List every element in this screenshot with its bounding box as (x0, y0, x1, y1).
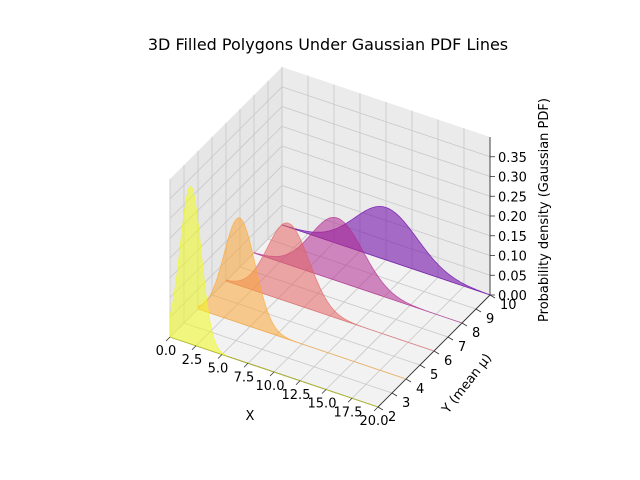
z-tick-label: 0.15 (498, 230, 527, 245)
x-tick-label: 10.0 (256, 379, 285, 394)
x-tick-label: 12.5 (282, 388, 311, 403)
y-tick-label: 2 (388, 410, 396, 425)
x-tick-label: 2.5 (182, 353, 203, 368)
z-tick-label: 0.25 (498, 190, 527, 205)
x-tick-mark (321, 389, 327, 394)
x-tick-mark (295, 380, 301, 386)
series-polygon (197, 217, 407, 380)
x-axis-label: X (246, 409, 255, 424)
z-tick-label: 0.20 (498, 210, 527, 225)
y-tick-mark (461, 322, 468, 327)
x-tick-mark (165, 336, 171, 342)
y-tick-mark (489, 294, 496, 299)
y-tick-mark (391, 392, 398, 397)
x-tick-mark (269, 371, 275, 377)
x-tick-label: 15.0 (308, 397, 337, 412)
y-tick-label: 8 (472, 326, 480, 341)
y-tick-mark (433, 350, 440, 355)
y-tick-label: 7 (458, 340, 466, 355)
y-tick-label: 9 (486, 312, 494, 327)
tick-labels: 0.0 2.5 5.0 7.510.012.515.017.520.0 23456789… (156, 151, 527, 429)
y-tick-mark (447, 336, 454, 341)
z-grid-line (169, 125, 491, 239)
x-tick-mark (191, 345, 197, 351)
y-tick-label: 4 (416, 382, 424, 397)
z-tick-label: 0.35 (498, 151, 527, 166)
series-polygon (225, 222, 435, 352)
z-tick-label: 0.10 (498, 250, 527, 265)
x-tick-label: 5.0 (208, 362, 229, 377)
x-tick-label: 0.0 (156, 344, 177, 359)
x-tick-label: 7.5 (234, 370, 255, 385)
y-tick-mark (419, 364, 426, 369)
z-tick-label: 0.00 (498, 289, 527, 304)
x-tick-label: 17.5 (334, 405, 363, 420)
x-tick-mark (243, 362, 249, 368)
z-tick-label: 0.30 (498, 171, 527, 186)
y-tick-label: 10 (500, 298, 517, 313)
x-tick-mark (347, 397, 353, 403)
z-axis-label: Probability density (Gaussian PDF) (537, 98, 552, 322)
x-tick-label: 20.0 (360, 414, 389, 429)
x-tick-mark (217, 354, 223, 359)
chart-title: 3D Filled Polygons Under Gaussian PDF Li… (148, 35, 508, 54)
y-tick-label: 3 (402, 396, 410, 411)
z-grid-line (169, 145, 491, 259)
z-grid-line (169, 106, 491, 219)
z-grid-line (169, 86, 491, 200)
z-grid-line (169, 185, 491, 298)
y-tick-label: 5 (430, 368, 438, 383)
y-tick-mark (405, 378, 412, 383)
y-tick-mark (377, 406, 384, 411)
x-tick-mark (373, 406, 379, 412)
y-tick-label: 6 (444, 354, 452, 369)
series-polygons (169, 185, 491, 408)
y-tick-mark (475, 308, 482, 313)
z-grid-line (169, 165, 491, 279)
z-tick-label: 0.05 (498, 269, 527, 284)
